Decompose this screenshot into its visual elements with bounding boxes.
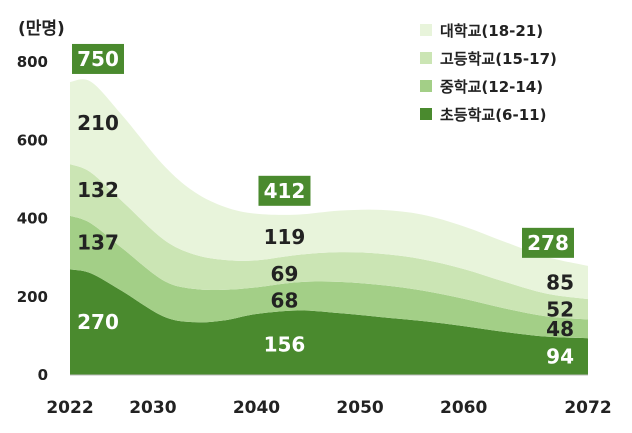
value-label: 210 bbox=[77, 111, 119, 135]
value-label: 270 bbox=[77, 310, 119, 334]
legend-swatch-elementary bbox=[420, 108, 432, 120]
area-band-1 bbox=[70, 215, 588, 339]
legend-label-middle-school: 중학교(12-14) bbox=[440, 77, 544, 96]
value-label: 132 bbox=[77, 178, 119, 202]
area-band-3 bbox=[70, 79, 588, 300]
legend-label-high-school: 고등학교(15-17) bbox=[440, 49, 557, 68]
x-tick-label: 2030 bbox=[129, 398, 176, 418]
x-tick-label: 2022 bbox=[46, 398, 93, 418]
legend-item-middle-school: 중학교(12-14) bbox=[420, 74, 557, 98]
x-tick-label: 2060 bbox=[440, 398, 487, 418]
y-tick-label: 0 bbox=[38, 366, 48, 384]
legend-swatch-middle-school bbox=[420, 80, 432, 92]
value-label: 85 bbox=[546, 270, 574, 294]
y-tick-label: 400 bbox=[17, 210, 48, 228]
unit-label: (만명) bbox=[18, 19, 65, 39]
value-label: 94 bbox=[546, 345, 574, 369]
total-label: 412 bbox=[264, 179, 306, 203]
value-label: 137 bbox=[77, 231, 119, 255]
x-tick-label: 2050 bbox=[336, 398, 383, 418]
y-tick-label: 200 bbox=[17, 288, 48, 306]
legend-item-elementary: 초등학교(6-11) bbox=[420, 102, 557, 126]
value-label: 52 bbox=[546, 297, 574, 321]
value-label: 69 bbox=[271, 262, 299, 286]
total-label: 278 bbox=[527, 231, 569, 255]
y-tick-label: 800 bbox=[17, 53, 48, 71]
value-label: 119 bbox=[264, 225, 306, 249]
area-band-0 bbox=[70, 269, 588, 375]
value-label: 68 bbox=[271, 289, 299, 313]
total-box bbox=[522, 227, 574, 258]
x-tick-label: 2072 bbox=[564, 398, 611, 418]
x-tick-label: 2040 bbox=[233, 398, 280, 418]
value-label: 48 bbox=[546, 317, 574, 341]
legend-label-elementary: 초등학교(6-11) bbox=[440, 105, 547, 124]
area-band-2 bbox=[70, 164, 588, 320]
total-box bbox=[72, 43, 124, 74]
total-label: 750 bbox=[77, 47, 119, 71]
total-box bbox=[258, 175, 311, 206]
legend-label-university: 대학교(18-21) bbox=[440, 21, 544, 40]
y-tick-label: 600 bbox=[17, 131, 48, 149]
legend-swatch-high-school bbox=[420, 52, 432, 64]
value-label: 156 bbox=[264, 332, 306, 356]
legend-swatch-university bbox=[420, 24, 432, 36]
legend: 대학교(18-21) 고등학교(15-17) 중학교(12-14) 초등학교(6… bbox=[420, 18, 557, 130]
legend-item-high-school: 고등학교(15-17) bbox=[420, 46, 557, 70]
legend-item-university: 대학교(18-21) bbox=[420, 18, 557, 42]
